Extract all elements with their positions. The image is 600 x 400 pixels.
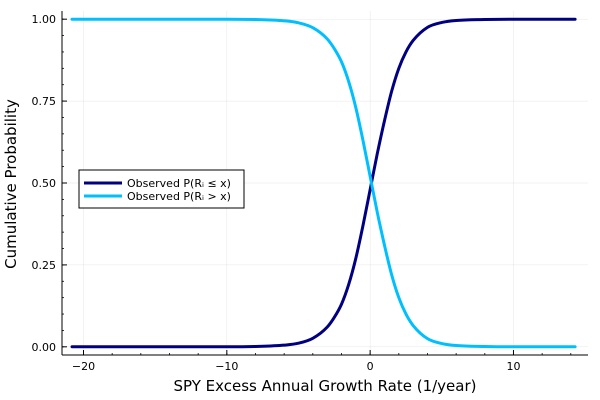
ccdf-series-line <box>70 17 577 349</box>
legend-label-ccdf: Observed P(Rᵢ > x) <box>127 190 231 203</box>
x-axis-title: SPY Excess Annual Growth Rate (1/year) <box>173 377 476 395</box>
axis-ticks: −20 −10 0 10 0.00 0.25 0.50 0.75 1.00 <box>32 13 572 373</box>
legend-label-cdf: Observed P(Rᵢ ≤ x) <box>127 177 231 190</box>
cdf-series-line <box>70 17 577 349</box>
x-tick-label: −10 <box>215 360 238 373</box>
x-tick-label: 0 <box>367 360 374 373</box>
legend-box <box>78 169 245 209</box>
y-tick-label: 0.00 <box>32 341 57 354</box>
x-tick-label: 10 <box>506 360 520 373</box>
y-tick-label: 0.25 <box>32 259 57 272</box>
y-tick-label: 1.00 <box>32 13 57 26</box>
y-axis-title: Cumulative Probability <box>2 99 20 269</box>
y-tick-label: 0.50 <box>32 177 57 190</box>
legend: Observed P(Rᵢ ≤ x) Observed P(Rᵢ > x) <box>78 169 245 209</box>
x-tick-label: −20 <box>72 360 95 373</box>
y-tick-label: 0.75 <box>32 95 57 108</box>
series-lines <box>70 17 577 349</box>
